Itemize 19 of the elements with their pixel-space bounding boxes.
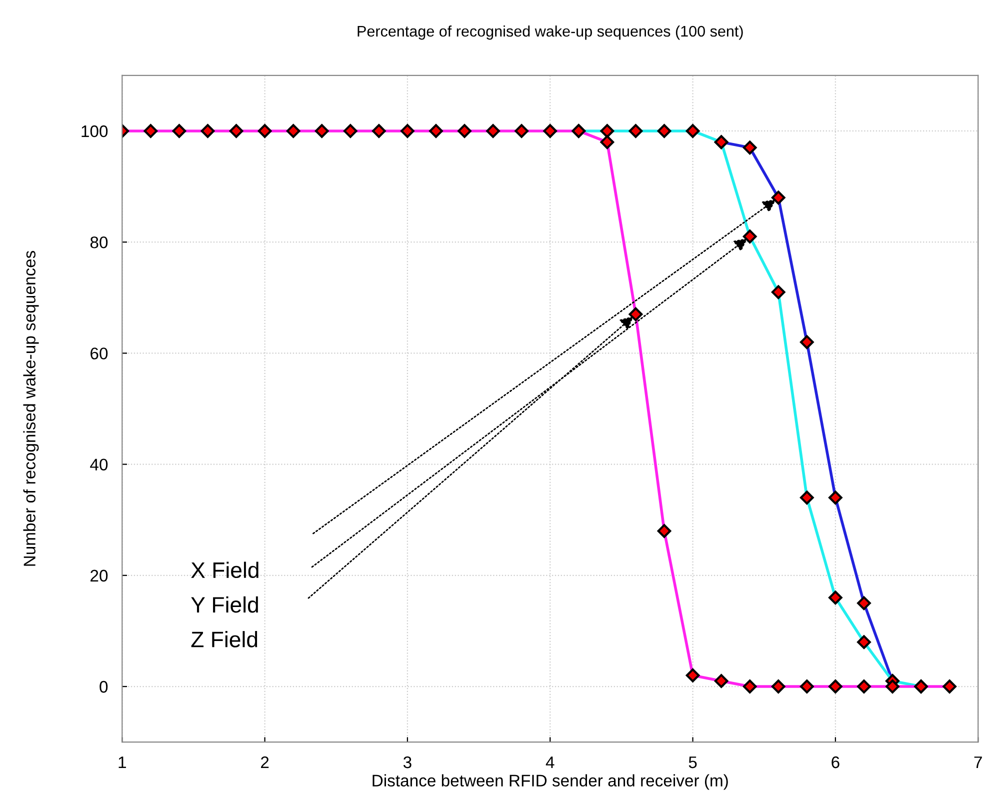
x-tick-label: 7	[974, 756, 982, 768]
annotation: Z Field	[191, 631, 258, 648]
x-axis-title: Distance between RFID sender and receiver (m)	[372, 774, 728, 790]
y-tick-label: 60	[90, 348, 108, 360]
x-tick-label: 3	[403, 756, 412, 768]
chart-title: Percentage of recognised wake-up sequences (100 sent)	[358, 25, 743, 40]
x-tick-label: 5	[688, 756, 697, 768]
annotation: X Field	[191, 562, 258, 578]
y-axis-title: Number of recognised wake-up sequences	[23, 250, 39, 566]
y-tick-label: 20	[90, 570, 108, 582]
y-tick-label: 100	[82, 125, 108, 138]
y-tick-label: 80	[90, 236, 108, 248]
y-tick-label: 40	[90, 458, 108, 470]
x-tick-label: 6	[832, 756, 840, 768]
x-tick-label: 1	[118, 756, 126, 768]
y-tick-label: 0	[100, 680, 108, 693]
x-tick-label: 2	[261, 756, 269, 768]
x-tick-label: 4	[546, 756, 554, 768]
annotation: Y Field	[191, 596, 258, 613]
